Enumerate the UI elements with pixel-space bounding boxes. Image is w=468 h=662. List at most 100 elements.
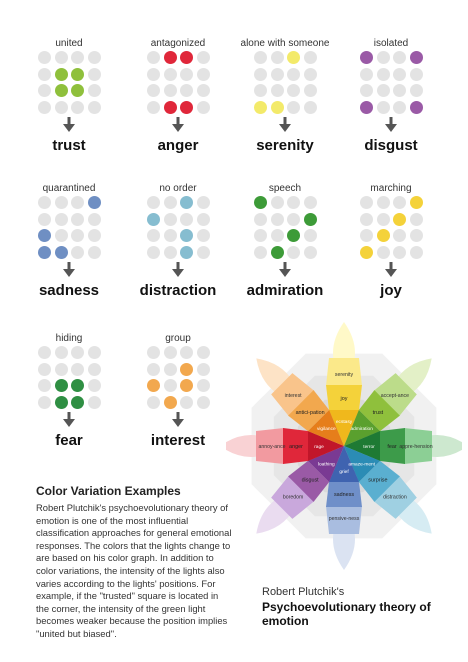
wheel-label-inner: trust <box>373 410 384 416</box>
light-dot <box>360 67 373 81</box>
light-dot <box>180 84 193 97</box>
wheel-label-core: loathing <box>318 462 335 468</box>
wheel-label-core: rage <box>314 444 324 450</box>
light-dot <box>180 100 193 114</box>
emotion-word: distraction <box>139 282 217 299</box>
petal-inner <box>358 390 400 432</box>
light-dot <box>87 229 101 242</box>
light-dot <box>180 196 193 209</box>
light-dot <box>54 346 68 359</box>
light-dot <box>87 196 101 209</box>
petal-core <box>307 446 344 483</box>
light-dot <box>376 84 390 97</box>
petal-core <box>344 409 381 446</box>
light-dot <box>147 100 160 114</box>
light-dot <box>196 379 210 392</box>
wheel-label-inner: fear <box>387 444 396 450</box>
light-dot <box>71 100 84 114</box>
light-dot <box>287 100 300 114</box>
wheel-label-inner: sadness <box>334 492 354 498</box>
light-dot <box>303 84 317 97</box>
light-dot <box>196 346 210 359</box>
grid-caption: antagonized <box>150 38 206 49</box>
light-dot <box>303 196 317 209</box>
wheel-petal <box>256 446 344 534</box>
emotion-word: fear <box>55 432 83 449</box>
light-dot <box>196 395 210 409</box>
light-dot <box>287 67 300 81</box>
light-dot <box>393 84 406 97</box>
light-dot <box>38 362 51 376</box>
wheel-petal <box>344 446 432 534</box>
light-grid <box>360 196 423 259</box>
light-dot <box>409 51 423 64</box>
light-dot <box>54 212 68 226</box>
light-dot <box>270 84 284 97</box>
emotion-grid-admiration: speech admiration <box>235 183 335 323</box>
light-grid <box>254 51 317 114</box>
light-dot <box>393 212 406 226</box>
light-dot <box>409 100 423 114</box>
light-dot <box>270 212 284 226</box>
light-grid <box>147 196 210 259</box>
arrow-down-icon <box>63 262 75 277</box>
emotion-grid-joy: marching joy <box>341 183 441 323</box>
emotion-grid-anger: antagonized anger <box>128 38 228 178</box>
light-dot <box>163 100 177 114</box>
light-dot <box>254 100 267 114</box>
light-dot <box>254 67 267 81</box>
examples-body: Robert Plutchik's psychoevolutionary the… <box>36 502 232 639</box>
light-dot <box>254 212 267 226</box>
light-dot <box>196 196 210 209</box>
light-dot <box>54 229 68 242</box>
light-dot <box>270 100 284 114</box>
grid-caption: marching <box>370 183 412 194</box>
wheel-label-inner: antici-pation <box>296 410 325 416</box>
arrow-down-icon <box>172 412 184 427</box>
light-dot <box>38 212 51 226</box>
light-dot <box>163 67 177 81</box>
wheel-petal <box>226 428 344 464</box>
light-dot <box>303 245 317 259</box>
light-dot <box>270 196 284 209</box>
light-dot <box>180 212 193 226</box>
light-dot <box>87 212 101 226</box>
light-dot <box>38 379 51 392</box>
petal-core <box>329 446 359 482</box>
light-dot <box>38 100 51 114</box>
wheel-caption-author: Robert Plutchik's <box>262 586 345 598</box>
emotion-word: interest <box>150 432 206 449</box>
light-dot <box>376 212 390 226</box>
light-dot <box>147 362 160 376</box>
light-dot <box>360 229 373 242</box>
light-dot <box>196 100 210 114</box>
light-dot <box>147 67 160 81</box>
emotion-grid-fear: hiding fear <box>19 333 119 473</box>
light-dot <box>393 196 406 209</box>
light-dot <box>287 196 300 209</box>
light-dot <box>409 84 423 97</box>
arrow-down-icon <box>385 117 397 132</box>
light-dot <box>254 51 267 64</box>
wheel-petal <box>326 446 362 570</box>
petal-middle <box>373 373 417 417</box>
light-dot <box>303 212 317 226</box>
light-dot <box>54 245 68 259</box>
petal-middle <box>256 428 284 464</box>
light-dot <box>196 84 210 97</box>
light-dot <box>163 245 177 259</box>
arrow-down-icon <box>279 117 291 132</box>
light-dot <box>38 395 51 409</box>
light-dot <box>54 84 68 97</box>
light-dot <box>287 84 300 97</box>
light-dot <box>376 51 390 64</box>
light-dot <box>163 379 177 392</box>
petal-middle <box>373 475 417 519</box>
light-dot <box>254 84 267 97</box>
wheel-label-core: admiration <box>350 426 373 432</box>
arrow-down-icon <box>385 262 397 277</box>
light-dot <box>163 395 177 409</box>
light-dot <box>54 379 68 392</box>
light-dot <box>71 84 84 97</box>
light-dot <box>71 245 84 259</box>
